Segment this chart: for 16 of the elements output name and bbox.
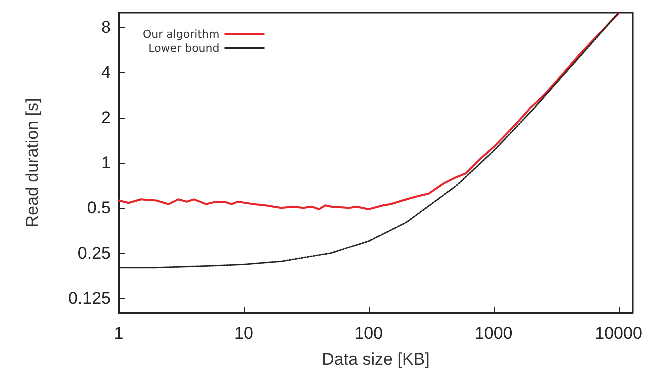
y-tick-label: 0.125 <box>68 288 111 308</box>
legend-label: Lower bound <box>148 42 220 55</box>
y-tick-label: 4 <box>102 63 111 82</box>
y-axis-title: Read duration [s] <box>23 98 42 228</box>
y-tick-label: 1 <box>102 154 111 172</box>
x-tick-label: 1 <box>114 324 124 343</box>
x-tick-label: 10 <box>234 324 254 343</box>
x-tick-label: 10000 <box>595 324 642 343</box>
y-tick-label: 2 <box>102 108 111 128</box>
x-tick-label: 1000 <box>474 324 513 343</box>
y-tick-label: 0.5 <box>87 198 111 218</box>
y-tick-label: 8 <box>102 18 111 38</box>
y-tick-label: 0.25 <box>78 244 111 263</box>
x-tick-label: 100 <box>354 324 384 343</box>
x-axis-title: Data size [KB] <box>322 350 430 369</box>
legend-label: Our algorithm <box>142 28 220 41</box>
